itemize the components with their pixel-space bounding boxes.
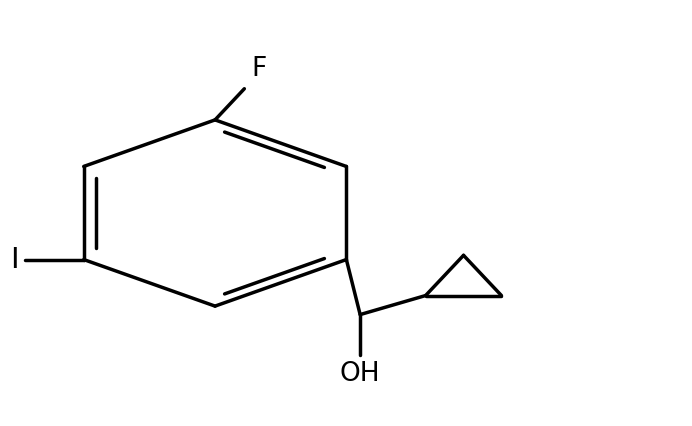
Text: I: I [10,245,18,273]
Text: OH: OH [340,361,381,387]
Text: F: F [251,56,266,82]
